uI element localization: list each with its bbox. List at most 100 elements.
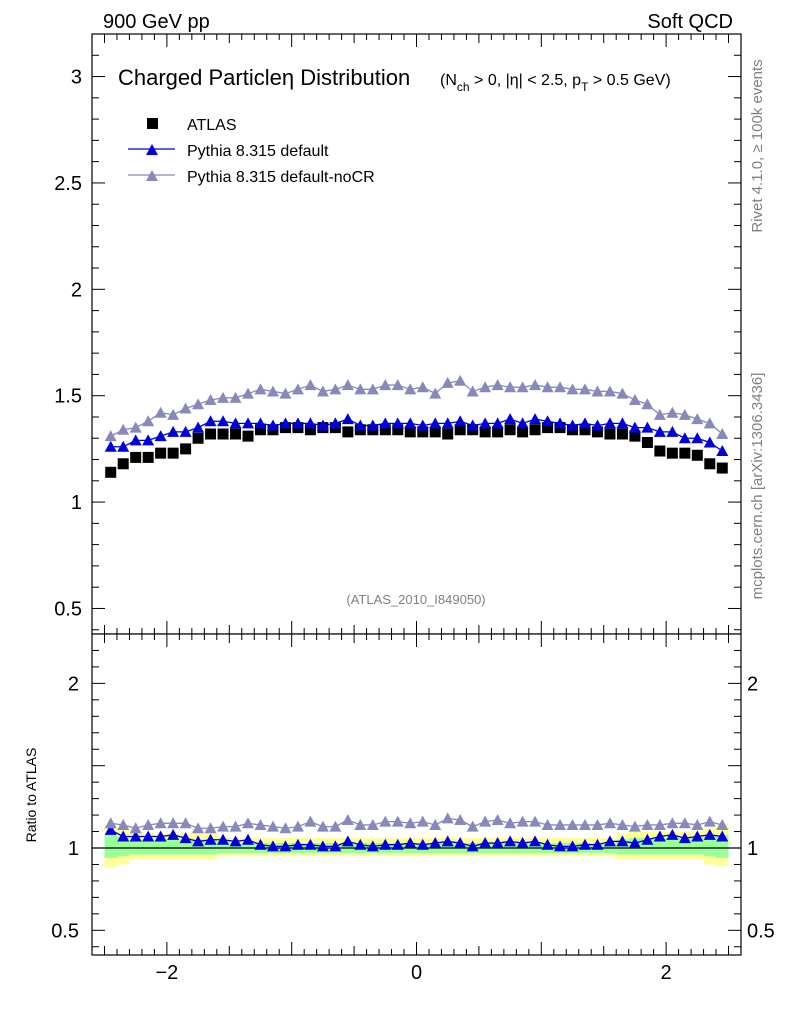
ratio-default-point (691, 830, 704, 842)
ratio-default-point (192, 835, 205, 847)
pythia-default-point (491, 417, 504, 429)
ratio-default-point (554, 840, 567, 852)
ratio-default-point (142, 830, 155, 842)
legend-default-marker (146, 144, 158, 155)
ratio-nocr-point (591, 818, 604, 830)
ratio-default-point (429, 837, 442, 849)
ratio-default-point (529, 835, 542, 847)
pythia-nocr-point (566, 383, 579, 395)
legend-atlas-marker (147, 118, 158, 129)
pythia-nocr-point (142, 415, 155, 427)
pythia-default-point (691, 432, 704, 444)
pythia-nocr-point (691, 413, 704, 425)
ratio-nocr-point (117, 818, 130, 830)
pythia-nocr-point (341, 379, 354, 391)
pythia-default-point (117, 440, 130, 452)
pythia-nocr-point (404, 383, 417, 395)
pythia-nocr-point (653, 408, 666, 420)
ratio-ylabel: Ratio to ATLAS (23, 748, 39, 843)
ratio-nocr-point (167, 817, 180, 829)
pythia-nocr-point (666, 406, 679, 418)
ratio-nocr-point (254, 818, 267, 830)
ratio-default-point (641, 833, 654, 845)
legend-nocr-label: Pythia 8.315 default-noCR (187, 169, 375, 186)
main-ytick-label: 3 (71, 67, 82, 89)
pythia-default-point (504, 413, 517, 425)
mcplots-label: mcplots.cern.ch [arXiv:1306.3436] (749, 373, 766, 600)
ratio-nocr-point (291, 820, 304, 832)
ratio-nocr-point (416, 815, 429, 827)
atlas-point (504, 424, 516, 436)
atlas-point (105, 466, 117, 478)
pythia-nocr-point (554, 381, 567, 393)
pythia-default-point (566, 419, 579, 431)
atlas-point (392, 424, 404, 436)
ratio-nocr-point (466, 820, 479, 832)
ratio-nocr-point (641, 818, 654, 830)
pythia-nocr-point (529, 379, 542, 391)
ratio-nocr-point (479, 815, 492, 827)
ratio-default-point (616, 835, 629, 847)
atlas-point (542, 422, 554, 434)
pythia-nocr-point (179, 402, 192, 414)
ratio-default-point (167, 828, 180, 840)
ratio-nocr-point (516, 815, 529, 827)
ratio-default-point (504, 835, 517, 847)
pythia-nocr-point (591, 385, 604, 397)
pythia-default-point (653, 425, 666, 437)
ratio-default-point (466, 840, 479, 852)
ratio-nocr-point (541, 818, 554, 830)
pythia-default-point (192, 421, 205, 433)
ratio-default-point (416, 838, 429, 850)
atlas-point (142, 451, 154, 463)
ratio-default-point (591, 838, 604, 850)
atlas-point (616, 428, 628, 440)
atlas-point (604, 428, 616, 440)
ratio-nocr-point (354, 818, 367, 830)
ratio-nocr-point (441, 812, 454, 824)
ratio-nocr-point (504, 817, 517, 829)
ratio-default-point (379, 838, 392, 850)
ratio-nocr-point (603, 817, 616, 829)
ratio-nocr-point (142, 818, 155, 830)
pythia-default-point (204, 415, 217, 427)
stat-band-green (216, 841, 230, 853)
atlas-point (691, 449, 703, 461)
atlas-point (304, 424, 316, 436)
pythia-nocr-point (117, 423, 130, 435)
ratio-nocr-point (341, 814, 354, 826)
atlas-point (666, 447, 678, 459)
legend: ATLAS Pythia 8.315 default Pythia 8.315 … (128, 117, 375, 186)
pythia-nocr-point (354, 383, 367, 395)
atlas-point (155, 447, 167, 459)
ratio-default-point (516, 837, 529, 849)
pythia-nocr-point (504, 381, 517, 393)
atlas-point (454, 424, 466, 436)
main-plot-area (92, 34, 741, 634)
ratio-default-point (154, 830, 167, 842)
pythia-default-point (242, 417, 255, 429)
ratio-plot-area (92, 634, 741, 955)
pythia-default-point (304, 417, 317, 429)
ratio-xtick-label: 2 (661, 962, 672, 984)
main-panel (92, 34, 741, 634)
pythia-default-point (217, 415, 230, 427)
ratio-default-point (266, 840, 279, 852)
ratio-nocr-point (229, 820, 242, 832)
header-right: Soft QCD (647, 11, 733, 33)
ratio-nocr-point (104, 817, 117, 829)
atlas-point (517, 426, 529, 438)
pythia-nocr-point (628, 393, 641, 405)
main-ytick-label: 1 (71, 492, 82, 514)
ratio-nocr-point (304, 815, 317, 827)
ratio-default-point (291, 838, 304, 850)
ratio-xtick-label: −2 (155, 962, 178, 984)
ratio-nocr-point (716, 818, 729, 830)
pythia-default-point (479, 417, 492, 429)
pythia-default-point (628, 421, 641, 433)
ratio-ytick-label-left: 1 (68, 838, 79, 860)
ratio-default-point (366, 840, 379, 852)
stat-band-green (129, 839, 217, 855)
pythia-nocr-point (304, 379, 317, 391)
